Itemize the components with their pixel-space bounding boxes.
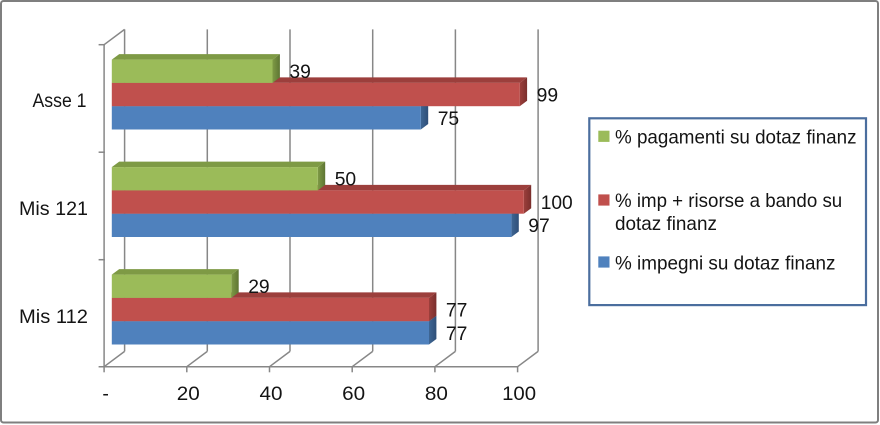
svg-text:-: -: [102, 383, 109, 405]
svg-text:80: 80: [425, 383, 448, 405]
svg-text:40: 40: [260, 383, 283, 405]
svg-text:50: 50: [335, 169, 357, 191]
svg-text:99: 99: [537, 85, 559, 107]
svg-text:100: 100: [502, 383, 536, 405]
svg-text:Mis 112: Mis 112: [19, 306, 88, 328]
svg-text:dotaz finanz: dotaz finanz: [615, 213, 717, 235]
svg-text:% impegni su dotaz finanz: % impegni su dotaz finanz: [615, 253, 836, 275]
svg-text:Mis 121: Mis 121: [19, 198, 88, 220]
svg-text:77: 77: [446, 323, 468, 345]
svg-text:29: 29: [248, 276, 270, 298]
svg-text:% pagamenti su dotaz finanz: % pagamenti su dotaz finanz: [615, 127, 857, 149]
svg-text:39: 39: [289, 61, 311, 83]
svg-text:Asse 1: Asse 1: [33, 90, 87, 112]
svg-text:60: 60: [342, 383, 365, 405]
svg-text:% imp + risorse a bando su: % imp + risorse a bando su: [615, 190, 842, 212]
svg-text:75: 75: [438, 108, 460, 130]
svg-text:77: 77: [446, 300, 468, 322]
svg-text:97: 97: [528, 215, 550, 237]
svg-text:100: 100: [541, 192, 573, 214]
svg-text:20: 20: [177, 383, 200, 405]
